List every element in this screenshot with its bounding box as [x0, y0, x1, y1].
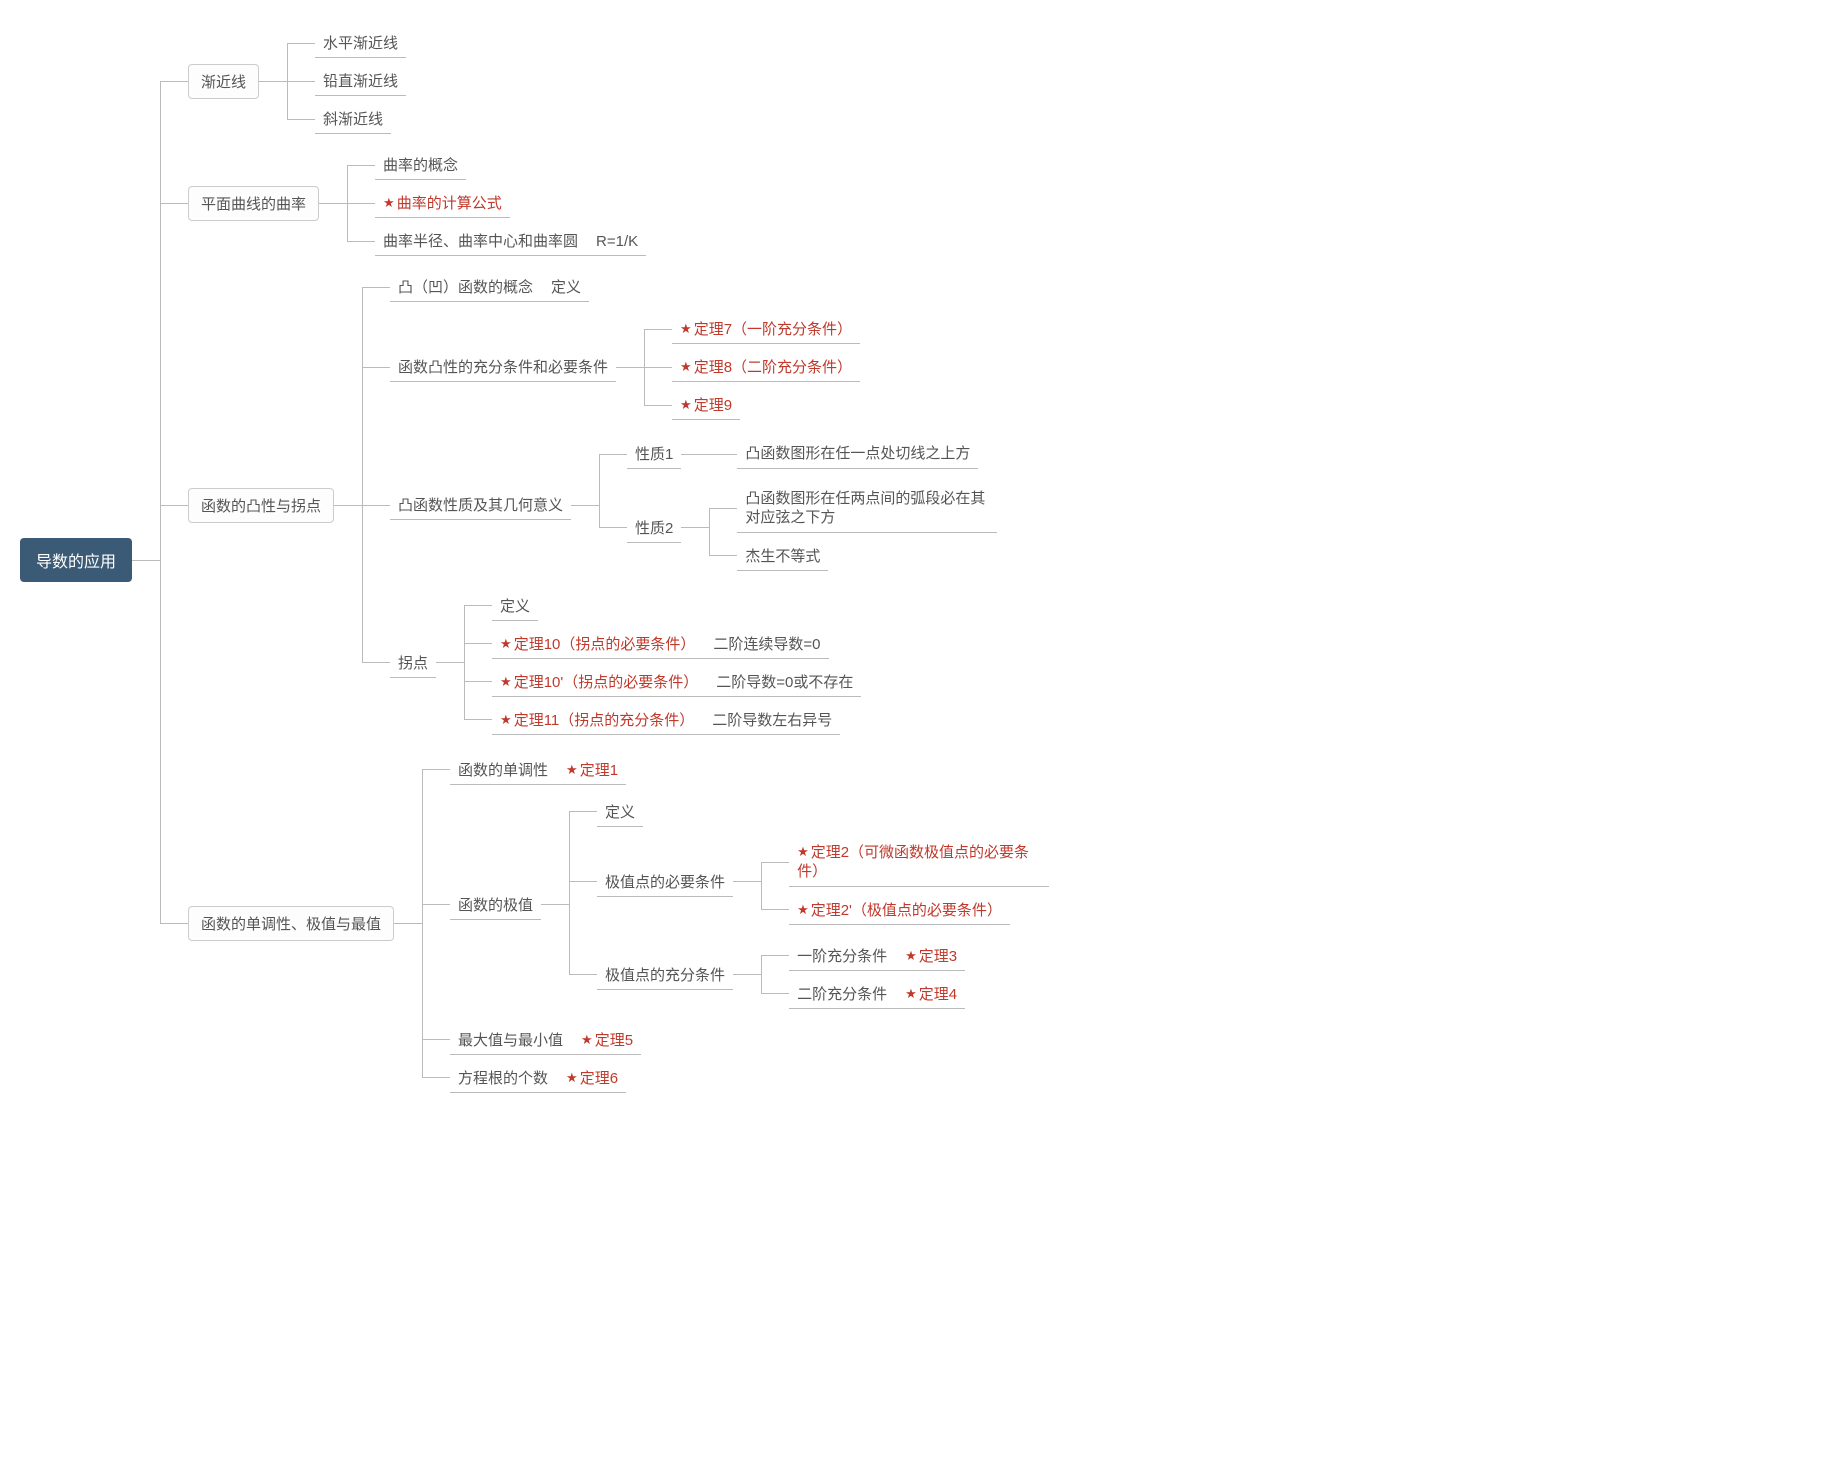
leaf: 凸（凹）函数的概念定义: [390, 272, 589, 302]
leaf: 方程根的个数 ★定理6: [450, 1063, 626, 1093]
node-asymptote: 渐近线: [188, 64, 259, 99]
leaf: 定义: [492, 591, 538, 621]
leaf: 一阶充分条件★定理3: [789, 941, 965, 971]
branch-curvature: 平面曲线的曲率 曲率的概念 ★曲率的计算公式 曲率半径、曲率中心和曲率圆R=1/…: [160, 142, 1049, 264]
star-icon: ★: [581, 1032, 593, 1047]
leaf: 定义: [597, 797, 643, 827]
leaf: ★曲率的计算公式: [375, 188, 510, 218]
star-icon: ★: [797, 844, 809, 859]
star-icon: ★: [500, 636, 512, 651]
node-convexity: 函数的凸性与拐点: [188, 488, 334, 523]
branch-monotone-extrema: 函数的单调性、极值与最值 函数的单调性 ★定理1 函数的极值 定义 极值点的必要: [160, 747, 1049, 1101]
leaf: 铅直渐近线: [315, 66, 406, 96]
level1-branches: 渐近线 水平渐近线 铅直渐近线 斜渐近线 平面曲线的曲率 曲率的概念 ★曲率的计…: [160, 20, 1049, 1101]
connector: [132, 560, 160, 561]
star-icon: ★: [680, 397, 692, 412]
leaf: 凸函数图形在任一点处切线之上方: [737, 440, 978, 469]
leaf: ★定理11（拐点的充分条件）二阶导数左右异号: [492, 705, 840, 735]
leaf: 凸函数图形在任两点间的弧段必在其对应弦之下方: [737, 485, 997, 533]
star-icon: ★: [905, 948, 917, 963]
star-icon: ★: [383, 195, 395, 210]
leaf: 曲率半径、曲率中心和曲率圆R=1/K: [375, 226, 646, 256]
branch-convexity: 函数的凸性与拐点 凸（凹）函数的概念定义 函数凸性的充分条件和必要条件 ★定理7…: [160, 264, 1049, 747]
node: 性质1: [627, 439, 681, 469]
leaf: ★定理10（拐点的必要条件）二阶连续导数=0: [492, 629, 828, 659]
node: 极值点的必要条件: [597, 867, 733, 897]
star-icon: ★: [680, 321, 692, 336]
branch-asymptote: 渐近线 水平渐近线 铅直渐近线 斜渐近线: [160, 20, 1049, 142]
star-icon: ★: [797, 902, 809, 917]
leaf: 函数的单调性 ★定理1: [450, 755, 626, 785]
leaf: 斜渐近线: [315, 104, 391, 134]
star-icon: ★: [500, 674, 512, 689]
node-monotone-extrema: 函数的单调性、极值与最值: [188, 906, 394, 941]
node: 凸函数性质及其几何意义: [390, 490, 571, 520]
star-icon: ★: [680, 359, 692, 374]
node: 性质2: [627, 513, 681, 543]
mindmap-root-row: 导数的应用 渐近线 水平渐近线 铅直渐近线 斜渐近线 平面曲线的曲率 曲率的概念…: [20, 20, 1810, 1101]
node: 极值点的充分条件: [597, 960, 733, 990]
node: 函数凸性的充分条件和必要条件: [390, 352, 616, 382]
leaf: ★定理2（可微函数极值点的必要条件）: [789, 839, 1049, 887]
leaf: ★定理10'（拐点的必要条件）二阶导数=0或不存在: [492, 667, 861, 697]
leaf: 曲率的概念: [375, 150, 466, 180]
star-icon: ★: [905, 986, 917, 1001]
leaf: ★定理8（二阶充分条件）: [672, 352, 860, 382]
star-icon: ★: [566, 1070, 578, 1085]
star-icon: ★: [500, 712, 512, 727]
leaf: 杰生不等式: [737, 541, 828, 571]
root-node: 导数的应用: [20, 538, 132, 582]
leaf: 二阶充分条件★定理4: [789, 979, 965, 1009]
node: 拐点: [390, 648, 436, 678]
leaf: ★定理2'（极值点的必要条件）: [789, 895, 1010, 925]
star-icon: ★: [566, 762, 578, 777]
leaf: ★定理9: [672, 390, 740, 420]
leaf: 水平渐近线: [315, 28, 406, 58]
node: 函数的极值: [450, 890, 541, 920]
node-curvature: 平面曲线的曲率: [188, 186, 319, 221]
leaf: 最大值与最小值 ★定理5: [450, 1025, 641, 1055]
leaf: ★定理7（一阶充分条件）: [672, 314, 860, 344]
